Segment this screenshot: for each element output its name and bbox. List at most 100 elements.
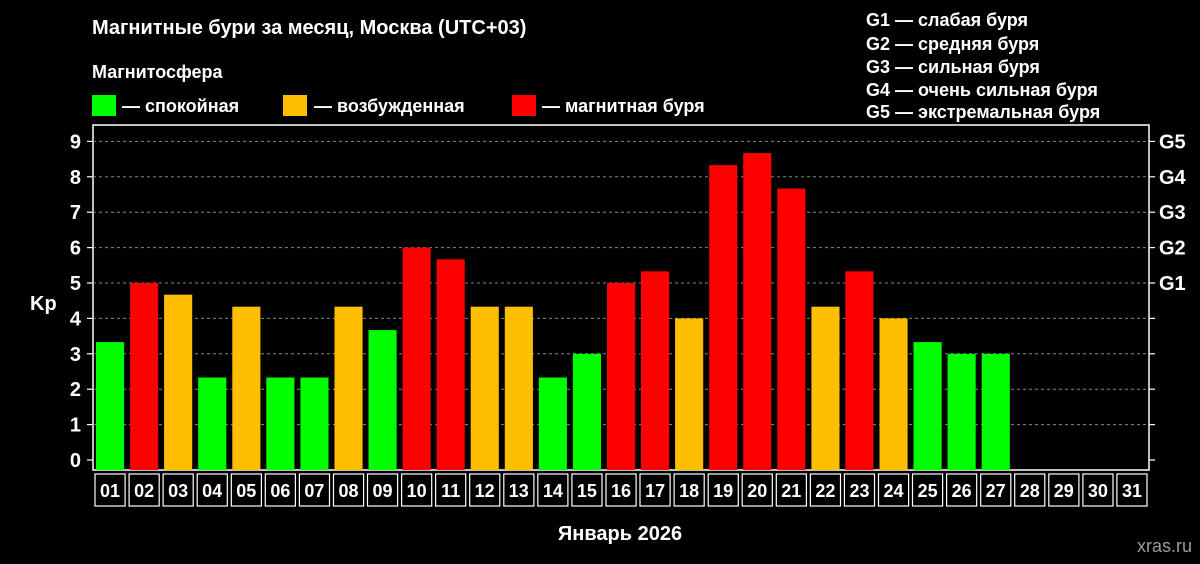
storm-scale-legend: G1 — слабая буря G2 — средняя буря G3 — … [866,10,1100,122]
y-tick-label: 2 [70,379,81,401]
x-axis-label: Январь 2026 [558,523,682,545]
x-tick-label: 24 [883,481,903,501]
x-tick-box [911,473,944,507]
x-tick-label: 21 [781,481,801,501]
legend-label-active: — возбужденная [314,96,465,116]
x-tick-box [741,473,773,507]
legend: — спокойная — возбужденная — магнитная б… [92,95,705,116]
bar [607,283,636,470]
y-tick-label: 9 [70,131,81,153]
x-tick-label: 13 [509,481,529,501]
x-tick-box [537,473,569,507]
bar [879,318,908,470]
x-tick-label: 11 [441,481,460,501]
x-tick-label: 30 [1088,481,1108,501]
legend-swatch-active [283,95,307,116]
bar [130,283,159,470]
bar [675,318,704,470]
x-tick-label: 25 [918,481,938,501]
bar [709,165,738,470]
x-tick-label: 06 [270,481,290,501]
chart-title: Магнитные бури за месяц, Москва (UTC+03) [92,17,526,39]
x-tick-label: 02 [134,481,154,501]
x-tick-label: 15 [577,481,597,501]
y2-tick-label: G1 [1159,273,1186,295]
x-tick-label: 12 [475,481,495,501]
x-tick-box [843,473,876,507]
storm-scale-g2: G2 — средняя буря [866,34,1039,54]
x-tick-box [435,473,467,507]
legend-label-quiet: — спокойная [122,96,239,116]
bar [981,353,1010,470]
x-tick-box [401,473,433,507]
x-tick-label: 04 [202,481,222,501]
x-tick-label: 09 [372,481,392,501]
x-tick-label: 18 [679,481,699,501]
bar [777,188,806,470]
storm-scale-g3: G3 — сильная буря [866,57,1040,77]
y2-tick-label: G5 [1159,131,1186,153]
x-tick-box [1014,473,1046,507]
x-tick-label: 14 [543,481,563,501]
x-tick-box [230,473,263,507]
x-tick-label: 19 [713,481,733,501]
x-tick-label: 05 [236,481,256,501]
bar [504,306,533,470]
x-tick-label: 08 [338,481,358,501]
x-tick-box [945,473,978,507]
x-tick-label: 28 [1020,481,1040,501]
storm-scale-g4: G4 — очень сильная буря [866,80,1098,100]
bar [300,377,329,470]
x-tick-label: 22 [815,481,835,501]
x-tick-box [162,473,194,507]
legend-swatch-storm [512,95,536,116]
y-axis-label: Kp [30,293,57,315]
x-tick-box [877,473,910,507]
y2-tick-label: G4 [1159,167,1187,189]
x-tick-box [1082,473,1114,507]
storm-scale-g5: G5 — экстремальная буря [866,102,1100,122]
bar [572,353,601,470]
x-tick-box [673,473,705,507]
bar [811,306,840,470]
bar [845,271,874,470]
y2-tick-label: G2 [1159,238,1186,260]
x-tick-box [775,473,807,507]
x-tick-box [1048,473,1080,507]
x-tick-label: 23 [849,481,869,501]
bar [743,153,772,470]
y-tick-label: 7 [70,202,81,224]
x-tick-box [605,473,637,507]
x-tick-box [469,473,501,507]
x-tick-box [366,473,399,507]
storm-scale-g1: G1 — слабая буря [866,10,1028,30]
x-tick-label: 17 [645,481,665,501]
x-tick-box [128,473,160,507]
x-tick-box [94,473,126,507]
x-tick-label: 03 [168,481,188,501]
bar [947,353,976,470]
legend-title: Магнитосфера [92,62,224,82]
x-tick-box [707,473,739,507]
legend-swatch-quiet [92,95,116,116]
y-tick-label: 6 [70,238,81,260]
bar [368,330,397,470]
bar [96,342,125,470]
bar [402,247,431,470]
x-tick-box [809,473,842,507]
x-tick-box [639,473,671,507]
y-tick-label: 4 [70,308,82,330]
y-tick-label: 8 [70,167,81,189]
bar [334,306,363,470]
bar [436,259,465,470]
bar [641,271,670,470]
x-tick-box [980,473,1012,507]
y-tick-label: 3 [70,344,81,366]
bar [538,377,567,470]
x-tick-box [196,473,228,507]
x-tick-label: 20 [747,481,767,501]
watermark: xras.ru [1137,536,1192,556]
x-tick-label: 26 [952,481,972,501]
x-tick-label: 01 [100,481,120,501]
